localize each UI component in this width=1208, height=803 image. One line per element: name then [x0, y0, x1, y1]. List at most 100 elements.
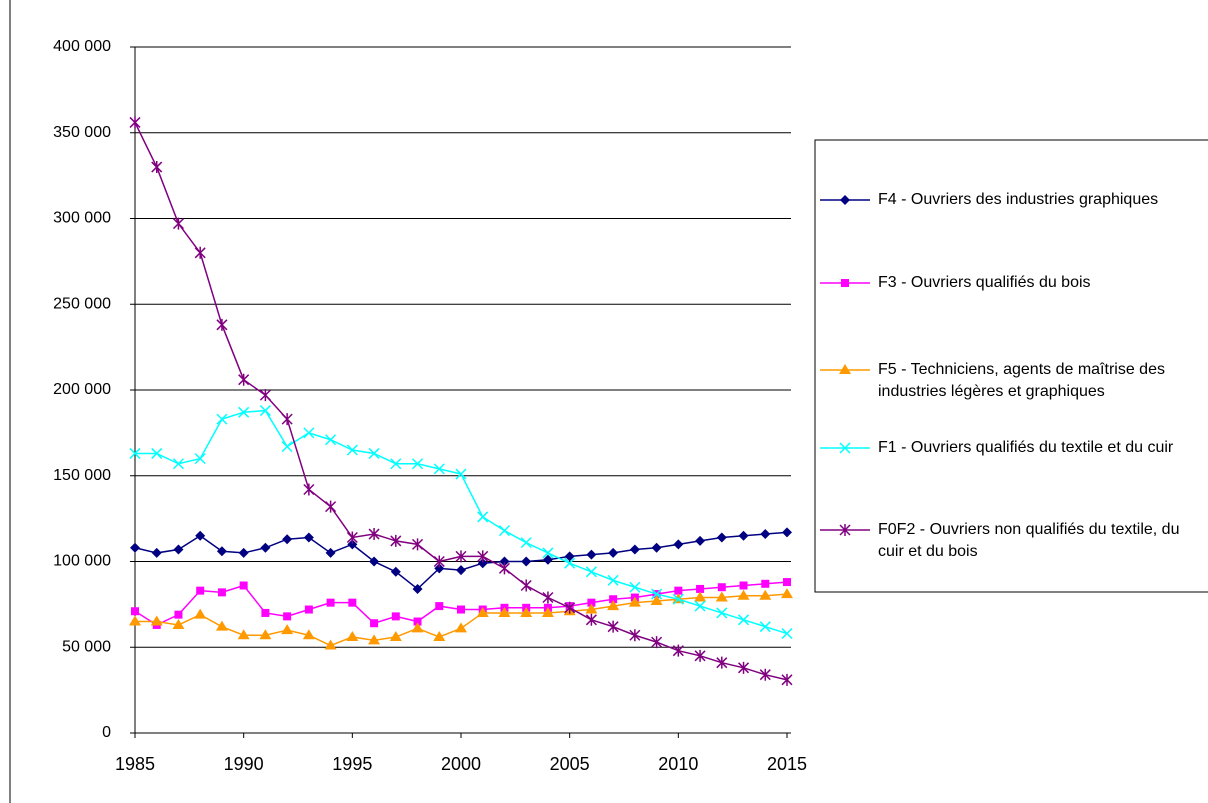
- marker: [477, 550, 489, 563]
- marker: [259, 629, 272, 640]
- marker: [759, 621, 771, 633]
- y-tick-label: 350 000: [53, 124, 111, 141]
- marker: [151, 447, 163, 459]
- x-tick-label: 2005: [550, 754, 590, 774]
- marker: [541, 606, 554, 617]
- marker: [499, 556, 510, 567]
- marker: [607, 620, 619, 633]
- marker: [651, 588, 663, 600]
- marker: [368, 447, 380, 459]
- marker: [760, 529, 771, 540]
- marker: [238, 406, 250, 418]
- marker: [520, 579, 532, 592]
- marker: [129, 116, 141, 129]
- marker: [607, 574, 619, 586]
- y-tick-label: 150 000: [53, 467, 111, 484]
- marker: [694, 591, 707, 602]
- marker: [477, 558, 488, 569]
- legend-marker: [839, 442, 851, 454]
- marker: [585, 603, 598, 614]
- marker: [651, 636, 663, 649]
- y-tick-label: 300 000: [53, 210, 111, 227]
- marker: [607, 600, 620, 611]
- marker: [412, 583, 423, 594]
- marker: [324, 639, 337, 650]
- marker: [413, 617, 422, 626]
- marker: [738, 661, 750, 674]
- marker: [325, 434, 337, 446]
- marker: [433, 555, 445, 568]
- marker: [716, 656, 728, 669]
- marker: [781, 673, 793, 686]
- marker: [435, 602, 444, 611]
- marker: [325, 500, 337, 513]
- marker: [650, 594, 663, 605]
- legend-label: F1 - Ouvriers qualifiés du textile et du…: [878, 439, 1174, 456]
- marker: [346, 630, 359, 641]
- marker: [433, 630, 446, 641]
- marker: [564, 601, 576, 614]
- marker: [368, 528, 380, 541]
- marker: [476, 606, 489, 617]
- marker: [738, 530, 749, 541]
- marker: [629, 629, 641, 642]
- marker: [629, 544, 640, 555]
- marker: [238, 547, 249, 558]
- series-line: [135, 409, 788, 635]
- marker: [346, 531, 358, 544]
- marker: [150, 615, 163, 626]
- marker: [455, 550, 467, 563]
- marker: [609, 595, 618, 604]
- marker: [672, 593, 684, 605]
- marker: [302, 629, 315, 640]
- marker: [672, 644, 684, 657]
- marker: [716, 607, 728, 619]
- marker: [346, 444, 358, 456]
- marker: [455, 468, 467, 480]
- legend-label: F3 - Ouvriers qualifiés du bois: [878, 274, 1091, 291]
- marker: [194, 608, 207, 619]
- marker: [261, 608, 270, 617]
- legend-marker: [841, 279, 849, 287]
- y-tick-label: 250 000: [53, 295, 111, 312]
- marker: [325, 547, 336, 558]
- y-tick-label: 400 000: [53, 38, 111, 55]
- marker: [129, 447, 141, 459]
- marker: [259, 405, 271, 417]
- marker: [281, 441, 293, 453]
- marker: [759, 589, 772, 600]
- marker: [498, 606, 511, 617]
- marker: [717, 583, 726, 592]
- legend-label: F4 - Ouvriers des industries graphiques: [878, 191, 1159, 208]
- marker: [368, 634, 381, 645]
- marker: [739, 581, 748, 590]
- marker: [195, 530, 206, 541]
- marker: [542, 547, 554, 559]
- marker: [259, 389, 271, 402]
- legend-box: [814, 139, 1208, 593]
- marker: [674, 586, 683, 595]
- marker: [281, 624, 294, 635]
- x-tick-label: 1985: [115, 754, 155, 774]
- marker: [151, 161, 163, 174]
- series-line: [134, 581, 788, 626]
- series-line: [134, 122, 788, 681]
- marker: [737, 589, 750, 600]
- marker: [129, 615, 141, 626]
- marker: [498, 525, 510, 537]
- marker: [348, 598, 357, 607]
- x-tick-label: 1990: [224, 754, 264, 774]
- marker: [390, 458, 402, 470]
- marker: [433, 463, 445, 475]
- marker: [390, 566, 401, 577]
- marker: [389, 630, 402, 641]
- marker: [239, 581, 248, 590]
- marker: [498, 562, 510, 575]
- marker: [196, 586, 205, 595]
- marker: [174, 610, 183, 619]
- marker: [761, 579, 770, 588]
- marker: [172, 217, 184, 230]
- legend-marker: [840, 195, 850, 205]
- marker: [281, 413, 293, 426]
